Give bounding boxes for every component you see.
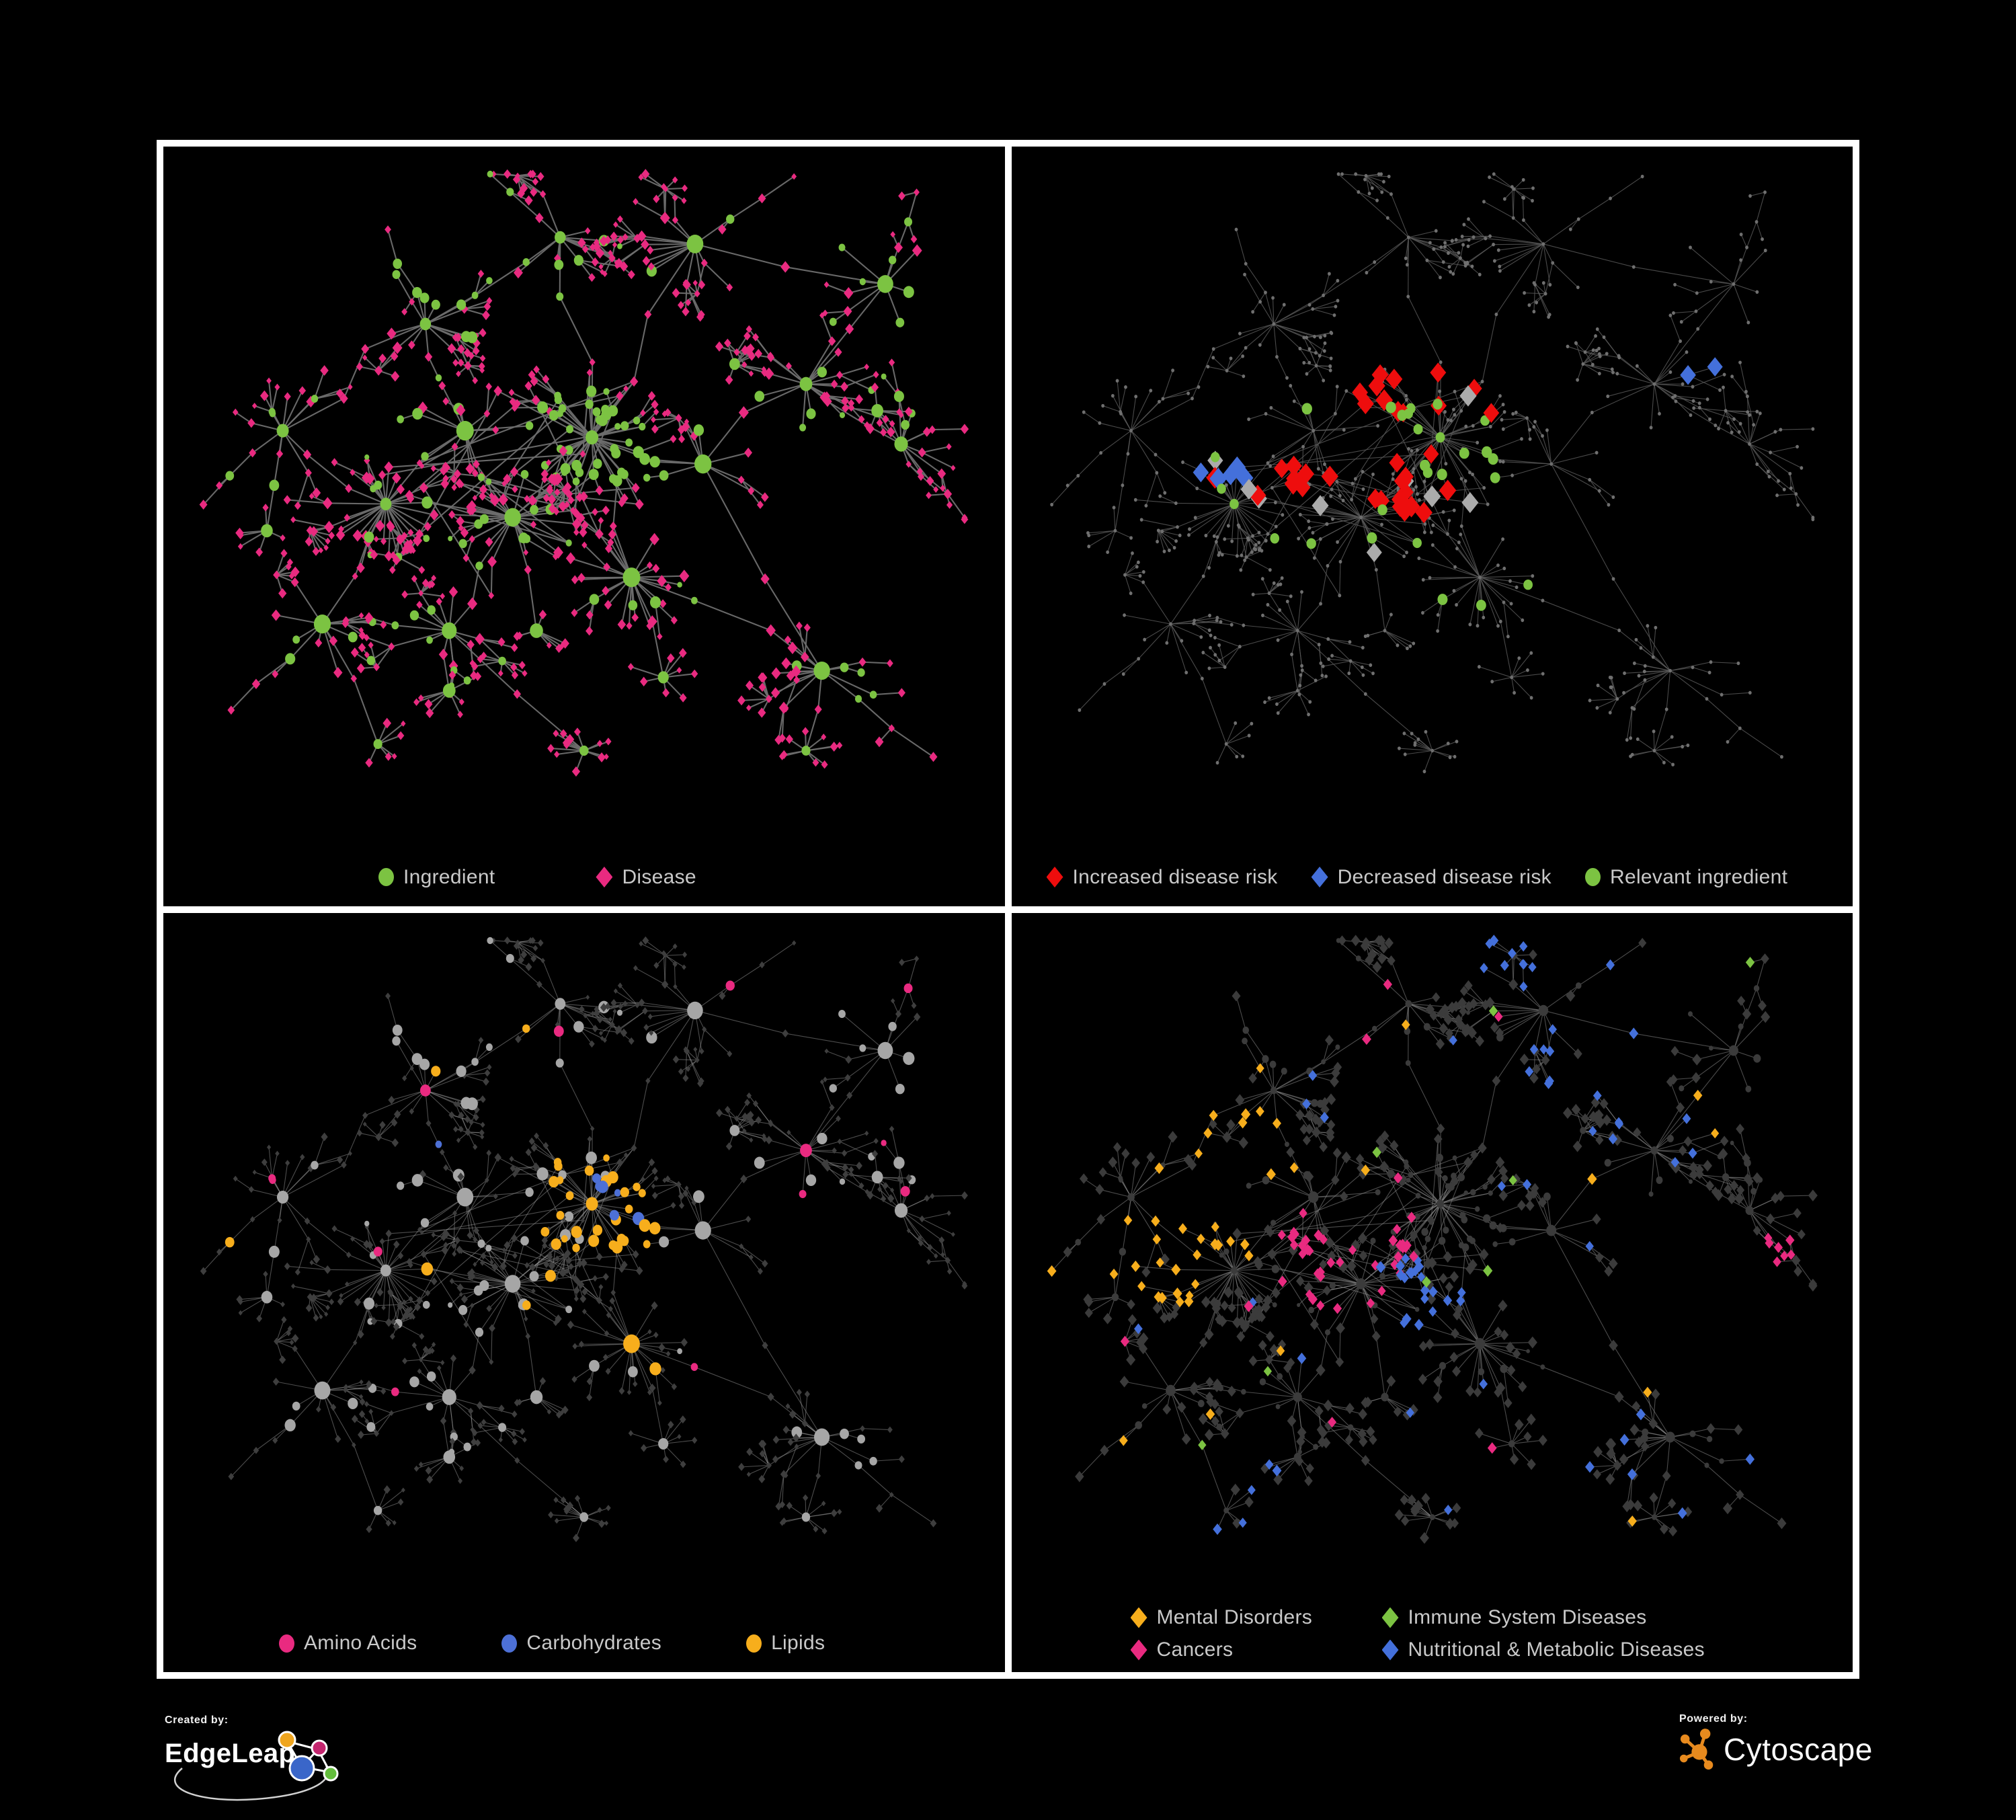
- legend-label: Carbohydrates: [526, 1632, 662, 1654]
- legend-label: Lipids: [771, 1632, 825, 1654]
- network-graph-ingredient-categories: [200, 936, 968, 1542]
- legend-label: Immune System Diseases: [1408, 1606, 1647, 1628]
- legend-item: Amino Acids: [279, 1632, 417, 1655]
- legend-item: Mental Disorders: [1130, 1606, 1382, 1629]
- edgeleap-brand-row: EdgeLeap: [165, 1731, 380, 1801]
- legend-item: Lipids: [746, 1632, 825, 1655]
- edgeleap-swoosh: [173, 1765, 329, 1801]
- network-graph-disease-categories: [1047, 934, 1818, 1544]
- legend-item: Immune System Diseases: [1381, 1606, 1705, 1629]
- immune-system-diseases-diamond-icon: [1381, 1607, 1399, 1628]
- nutritional-metabolic-diseases-diamond-icon: [1381, 1639, 1399, 1661]
- panel-ingredient-disease: Ingredient Disease: [160, 143, 1008, 910]
- panel-ingredient-categories: Amino Acids Carbohydrates Lipids: [160, 909, 1008, 1675]
- edgeleap-logo-icon: [173, 1731, 339, 1801]
- edgeleap-credit: Created by: EdgeLeap: [165, 1714, 380, 1812]
- legend-label: Increased disease risk: [1072, 865, 1278, 888]
- legend-item: Cancers: [1130, 1638, 1382, 1661]
- legend-disease-risk: Increased disease risk Decreased disease…: [1012, 866, 1853, 889]
- network-graph-disease-risk: [1049, 172, 1814, 774]
- decreased-risk-diamond-icon: [1311, 867, 1328, 887]
- legend-label: Disease: [622, 865, 696, 888]
- legend-item: Increased disease risk: [1046, 865, 1278, 889]
- panel-disease-categories: Mental Disorders Immune System Diseases …: [1008, 909, 1856, 1675]
- legend-label: Mental Disorders: [1156, 1606, 1313, 1628]
- powered-by-label: Powered by:: [1679, 1713, 1748, 1725]
- legend-ingredient-disease: Ingredient Disease: [163, 866, 1005, 889]
- cytoscape-logo-icon: [1679, 1729, 1713, 1770]
- legend-item: Ingredient: [378, 866, 495, 889]
- ingredient-circle-icon: [378, 868, 394, 886]
- legend-item: Relevant ingredient: [1585, 866, 1787, 889]
- panel-grid: Ingredient Disease Increased disease ris…: [157, 140, 1859, 1679]
- legend-label: Decreased disease risk: [1337, 865, 1551, 888]
- cytoscape-brand-row: Cytoscape: [1679, 1728, 1881, 1771]
- cytoscape-brand: Cytoscape: [1724, 1732, 1873, 1767]
- legend-item: Disease: [596, 866, 696, 889]
- increased-risk-diamond-icon: [1046, 867, 1063, 887]
- amino-acids-circle-icon: [279, 1634, 294, 1653]
- legend-item: Nutritional & Metabolic Diseases: [1381, 1638, 1705, 1661]
- panel-disease-risk: Increased disease risk Decreased disease…: [1008, 143, 1856, 910]
- legend-label: Ingredient: [403, 865, 495, 888]
- cancers-diamond-icon: [1130, 1639, 1147, 1661]
- lipids-circle-icon: [746, 1634, 762, 1653]
- legend-label: Relevant ingredient: [1610, 865, 1788, 888]
- legend-label: Amino Acids: [304, 1632, 417, 1654]
- legend-disease-categories: Mental Disorders Immune System Diseases …: [1130, 1606, 1705, 1661]
- created-by-label: Created by:: [165, 1714, 229, 1726]
- edgeleap-brand: EdgeLeap: [165, 1739, 296, 1768]
- carbohydrates-circle-icon: [501, 1634, 518, 1653]
- disease-diamond-icon: [596, 867, 613, 887]
- legend-ingredient-categories: Amino Acids Carbohydrates Lipids: [163, 1632, 1005, 1655]
- mental-disorders-diamond-icon: [1130, 1607, 1147, 1628]
- legend-label: Cancers: [1156, 1638, 1234, 1661]
- legend-label: Nutritional & Metabolic Diseases: [1408, 1638, 1705, 1661]
- legend-item: Carbohydrates: [501, 1632, 661, 1655]
- cytoscape-credit: Powered by: Cytoscape: [1679, 1713, 1881, 1787]
- network-graph-ingredient-disease: [199, 169, 969, 777]
- legend-item: Decreased disease risk: [1311, 865, 1551, 889]
- relevant-ingredient-circle-icon: [1585, 868, 1601, 886]
